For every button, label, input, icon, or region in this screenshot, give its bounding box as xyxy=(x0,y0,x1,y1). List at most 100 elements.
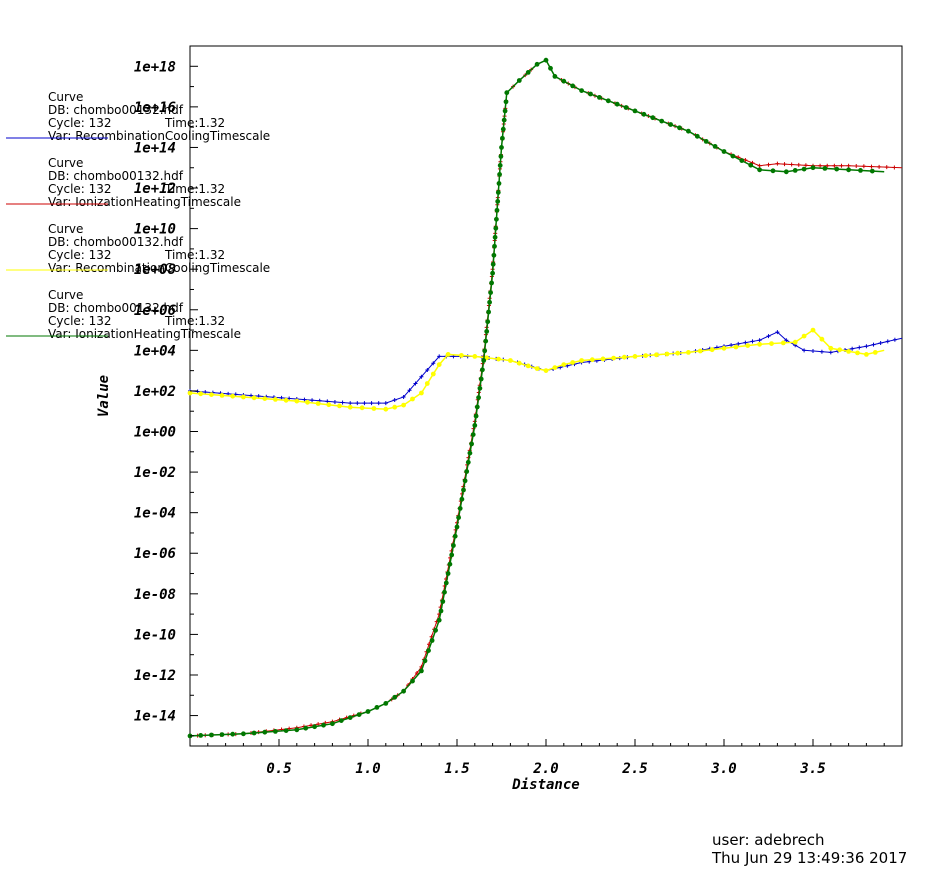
data-point xyxy=(822,166,828,171)
legend-time: Time:1.32 xyxy=(164,248,225,262)
data-point xyxy=(410,678,415,684)
data-point xyxy=(766,162,771,167)
data-point xyxy=(525,363,531,369)
data-point xyxy=(332,399,337,404)
data-point xyxy=(810,165,816,171)
x-tick-label: 1.5 xyxy=(444,761,469,777)
x-tick-label: 2.0 xyxy=(532,761,558,777)
data-point xyxy=(283,728,289,733)
data-point xyxy=(500,126,506,132)
data-point xyxy=(414,670,419,675)
data-point xyxy=(310,398,315,403)
data-point xyxy=(850,346,855,351)
y-tick-label: 1e-06 xyxy=(134,546,176,562)
data-point xyxy=(410,396,415,402)
data-point xyxy=(748,162,754,168)
data-point xyxy=(736,341,741,346)
data-point xyxy=(486,309,491,315)
data-point xyxy=(668,122,673,127)
data-point xyxy=(694,133,700,139)
data-point xyxy=(485,319,491,325)
data-point xyxy=(745,343,751,348)
data-point xyxy=(443,580,449,586)
data-point xyxy=(869,164,874,169)
data-point xyxy=(490,270,495,276)
data-point xyxy=(621,354,627,360)
data-point xyxy=(561,78,567,84)
data-point xyxy=(198,733,204,738)
data-point xyxy=(854,164,859,168)
data-point xyxy=(376,401,381,406)
data-point xyxy=(552,365,558,370)
data-point xyxy=(321,722,326,728)
data-point xyxy=(757,163,762,168)
data-point xyxy=(383,406,389,412)
data-point xyxy=(828,350,833,355)
y-tick-label: 1e-14 xyxy=(134,709,176,725)
axis-layer: 0.5 1.0 1.5 2.0 2.5 3.0 3.5 1e+18 1e+16 1e+14 1e+1… xyxy=(134,59,885,777)
data-point xyxy=(792,339,798,345)
data-point xyxy=(362,401,367,406)
data-point xyxy=(477,385,483,391)
data-point xyxy=(801,333,807,339)
x-tick-label: 3.5 xyxy=(799,761,825,777)
legend-time: Time:1.32 xyxy=(164,182,225,196)
series-line xyxy=(189,59,885,737)
data-point xyxy=(780,340,786,346)
data-point xyxy=(864,344,869,349)
data-point xyxy=(600,356,606,362)
data-point xyxy=(347,715,353,720)
data-point xyxy=(330,721,335,727)
data-point xyxy=(750,339,755,344)
data-point xyxy=(832,163,837,168)
data-point xyxy=(459,496,465,502)
data-point xyxy=(209,732,214,738)
data-point xyxy=(561,362,567,367)
data-point xyxy=(818,163,823,168)
data-point xyxy=(810,327,816,333)
data-point xyxy=(775,330,780,335)
data-point xyxy=(371,406,377,411)
data-point xyxy=(516,360,522,366)
data-point xyxy=(437,354,442,359)
data-point xyxy=(861,164,866,169)
data-point xyxy=(884,165,889,170)
data-point xyxy=(496,181,502,186)
legend-title: Curve xyxy=(48,288,83,302)
y-tick-label: 1e+12 xyxy=(134,181,176,197)
data-point xyxy=(198,391,204,397)
data-point xyxy=(495,190,501,195)
data-point xyxy=(611,355,616,361)
data-point xyxy=(811,349,815,354)
data-point xyxy=(885,339,890,344)
data-point xyxy=(449,552,455,558)
y-tick-label: 1e+08 xyxy=(134,262,176,278)
legend-title: Curve xyxy=(48,156,83,170)
data-point xyxy=(347,404,353,410)
data-point xyxy=(757,338,762,343)
data-point xyxy=(846,349,851,354)
data-point xyxy=(472,423,478,428)
data-point xyxy=(401,688,406,694)
data-point xyxy=(858,168,863,173)
data-point xyxy=(262,729,268,735)
data-point xyxy=(659,118,665,124)
legend-db: DB: chombo00132.hdf xyxy=(48,235,184,249)
x-tick-label: 2.5 xyxy=(621,761,647,777)
series-2 xyxy=(188,58,903,738)
data-point xyxy=(273,729,278,734)
legend-cycle: Cycle: 132 xyxy=(48,182,112,196)
data-point xyxy=(654,352,659,358)
data-point xyxy=(445,352,451,357)
y-tick-label: 1e-04 xyxy=(134,506,176,522)
x-axis-title: Distance xyxy=(511,777,579,793)
data-point xyxy=(819,336,825,342)
legend-time: Time:1.32 xyxy=(164,116,225,130)
data-point xyxy=(340,400,345,405)
data-point xyxy=(589,357,595,363)
data-point xyxy=(451,543,456,548)
data-point xyxy=(461,487,466,493)
legend-title: Curve xyxy=(48,222,83,236)
data-point xyxy=(871,342,876,347)
